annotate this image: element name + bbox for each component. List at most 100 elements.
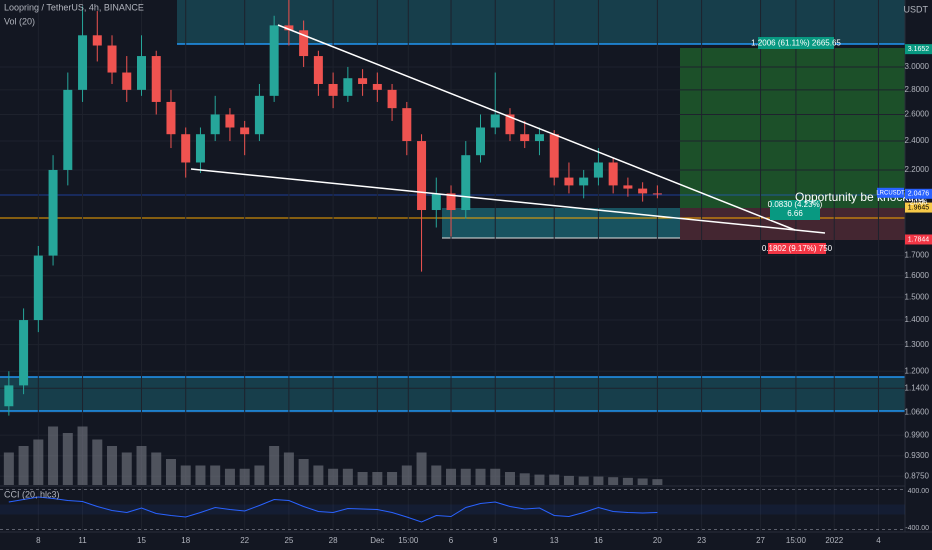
candle-body — [210, 114, 220, 135]
x-tick-label: 9 — [493, 536, 498, 545]
candle-body — [254, 95, 264, 135]
volume-bar — [416, 452, 427, 485]
candle-body — [372, 83, 382, 90]
price-tag-label: 2.0476 — [908, 191, 930, 198]
candle-body — [638, 188, 648, 194]
volume-bar — [372, 472, 383, 485]
candle-body — [490, 114, 500, 128]
x-tick-label: 22 — [240, 536, 249, 545]
candle-body — [225, 114, 235, 128]
x-tick-label: 23 — [697, 536, 706, 545]
volume-bar — [401, 465, 412, 485]
candle-body — [652, 193, 662, 195]
y-tick-label: 1.0600 — [905, 408, 930, 417]
candle-body — [195, 134, 205, 163]
x-tick-label: 27 — [756, 536, 765, 545]
y-tick-label: 3.0000 — [905, 62, 930, 71]
candle-body — [387, 89, 397, 109]
volume-bar — [151, 452, 162, 485]
label-box — [770, 200, 820, 220]
supply-zone — [177, 0, 905, 44]
candle-body — [461, 155, 471, 211]
volume-bar — [3, 452, 14, 485]
volume-bar — [328, 468, 339, 485]
price-tag-label: 1.9645 — [908, 204, 930, 211]
x-tick-label: 25 — [284, 536, 293, 545]
volume-bar — [210, 465, 221, 485]
y-tick-label: 1.6000 — [905, 271, 930, 280]
volume-bar — [622, 477, 633, 485]
candle-body — [269, 25, 279, 96]
volume-bar — [48, 426, 59, 485]
x-tick-label: Dec — [370, 536, 384, 545]
volume-bar — [490, 468, 501, 485]
volume-bar — [342, 468, 353, 485]
volume-bar — [107, 446, 118, 485]
y-tick-label: 1.2000 — [905, 366, 930, 375]
y-tick-label: 2.2000 — [905, 165, 930, 174]
candle-body — [78, 35, 88, 90]
candle-body — [313, 56, 323, 84]
volume-bar — [652, 479, 663, 485]
price-tag — [905, 188, 932, 199]
candle-body — [33, 255, 43, 321]
candle-body — [579, 177, 589, 186]
price-tag — [905, 202, 932, 213]
cci-label: CCI (20, hlc3) — [4, 489, 60, 499]
entry-label: 6.66 — [787, 209, 803, 218]
candle-body — [431, 193, 441, 211]
trend-line — [277, 24, 796, 231]
x-tick-label: 11 — [78, 536, 87, 545]
y-tick-label: 0.9900 — [905, 430, 930, 439]
candle-body — [19, 320, 29, 386]
label-box — [758, 37, 834, 49]
price-tag-label: 3.1652 — [908, 46, 930, 53]
y-tick-label: 0.8750 — [905, 471, 930, 480]
x-tick-label: 15:00 — [398, 536, 419, 545]
candle-body — [107, 45, 117, 73]
volume-bar — [121, 452, 132, 485]
symbol-label: LRCUSDT — [876, 190, 905, 196]
x-tick-label: 2022 — [825, 536, 843, 545]
x-tick-label: 20 — [653, 536, 662, 545]
candle-body — [151, 56, 161, 102]
volume-bar — [313, 465, 324, 485]
candle-body — [358, 78, 368, 84]
candle-body — [181, 134, 191, 163]
candle-body — [166, 101, 176, 135]
candle-body — [343, 78, 353, 96]
candle-body — [63, 89, 73, 170]
volume-bar — [92, 439, 103, 485]
y-tick-label: 2.8000 — [905, 85, 930, 94]
volume-bar — [298, 459, 309, 485]
y-tick-label: 1.3000 — [905, 340, 930, 349]
candle-body — [328, 83, 338, 96]
cci-line — [8, 496, 658, 523]
volume-bar — [62, 433, 73, 485]
candle-body — [534, 134, 544, 142]
volume-bar — [608, 477, 619, 485]
candle-body — [122, 72, 132, 90]
volume-bar — [357, 472, 368, 485]
volume-bar — [519, 473, 530, 485]
candle-body — [476, 127, 486, 156]
volume-bar — [224, 468, 235, 485]
stop-label: 0.1802 (9.17%) 750 — [762, 244, 833, 253]
price-tag — [905, 234, 932, 245]
volume-bar — [549, 474, 560, 485]
x-tick-label: 16 — [594, 536, 603, 545]
x-tick-label: 8 — [36, 536, 41, 545]
currency: USDT — [904, 4, 929, 14]
candle-body — [136, 56, 146, 90]
symbol-tag — [877, 187, 904, 198]
volume-bar — [431, 465, 442, 485]
y-tick-label: 1.7000 — [905, 251, 930, 260]
volume-bar — [195, 465, 206, 485]
volume-bar — [136, 446, 147, 485]
volume-bar — [563, 475, 574, 485]
entry-zone — [442, 208, 680, 238]
countdown: 20:06 — [910, 200, 928, 207]
cci-tick-label: 400.00 — [908, 488, 930, 495]
